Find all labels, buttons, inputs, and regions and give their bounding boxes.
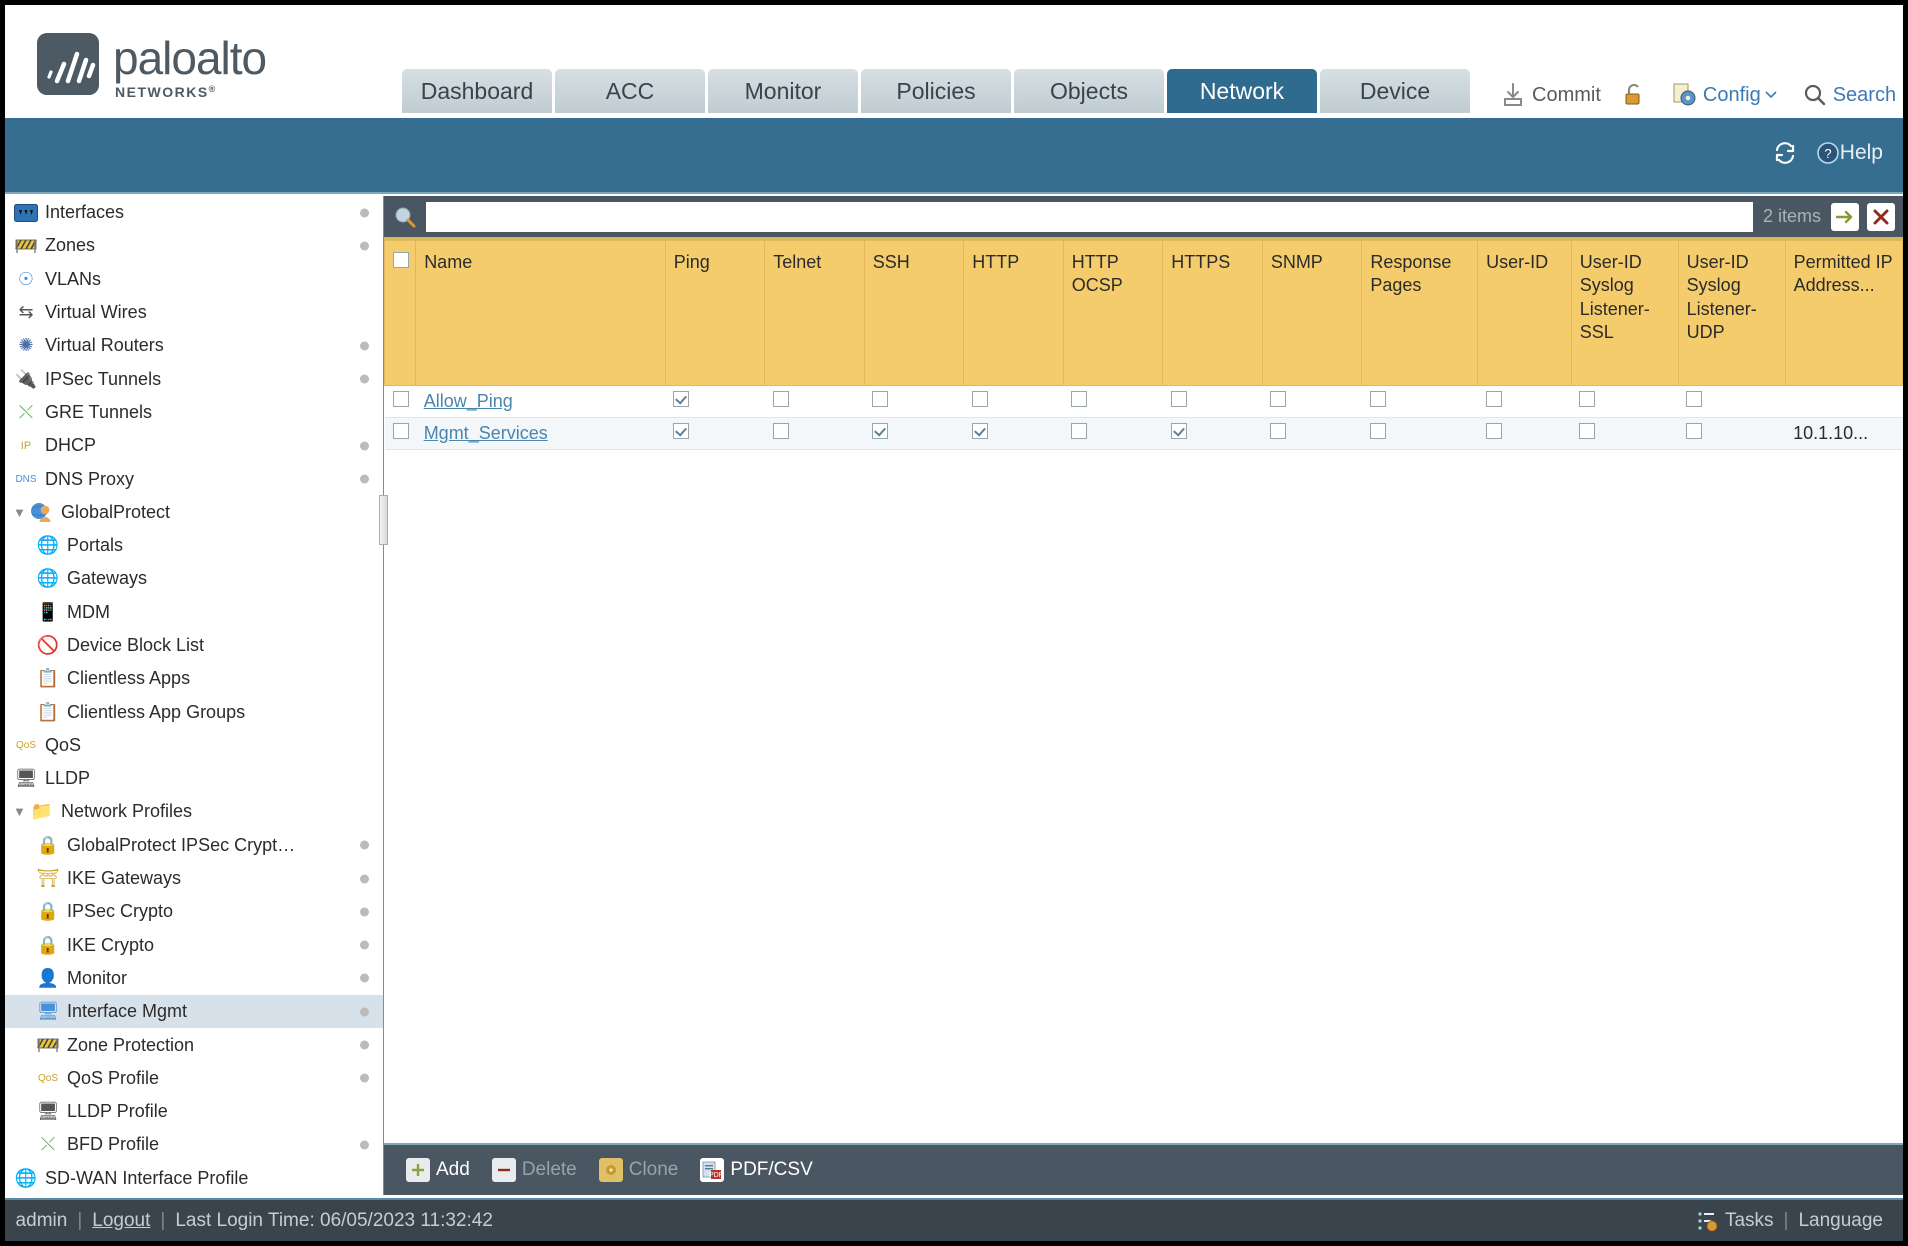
svg-text:PDF: PDF: [709, 1172, 722, 1179]
svg-text:?: ?: [1824, 146, 1831, 161]
